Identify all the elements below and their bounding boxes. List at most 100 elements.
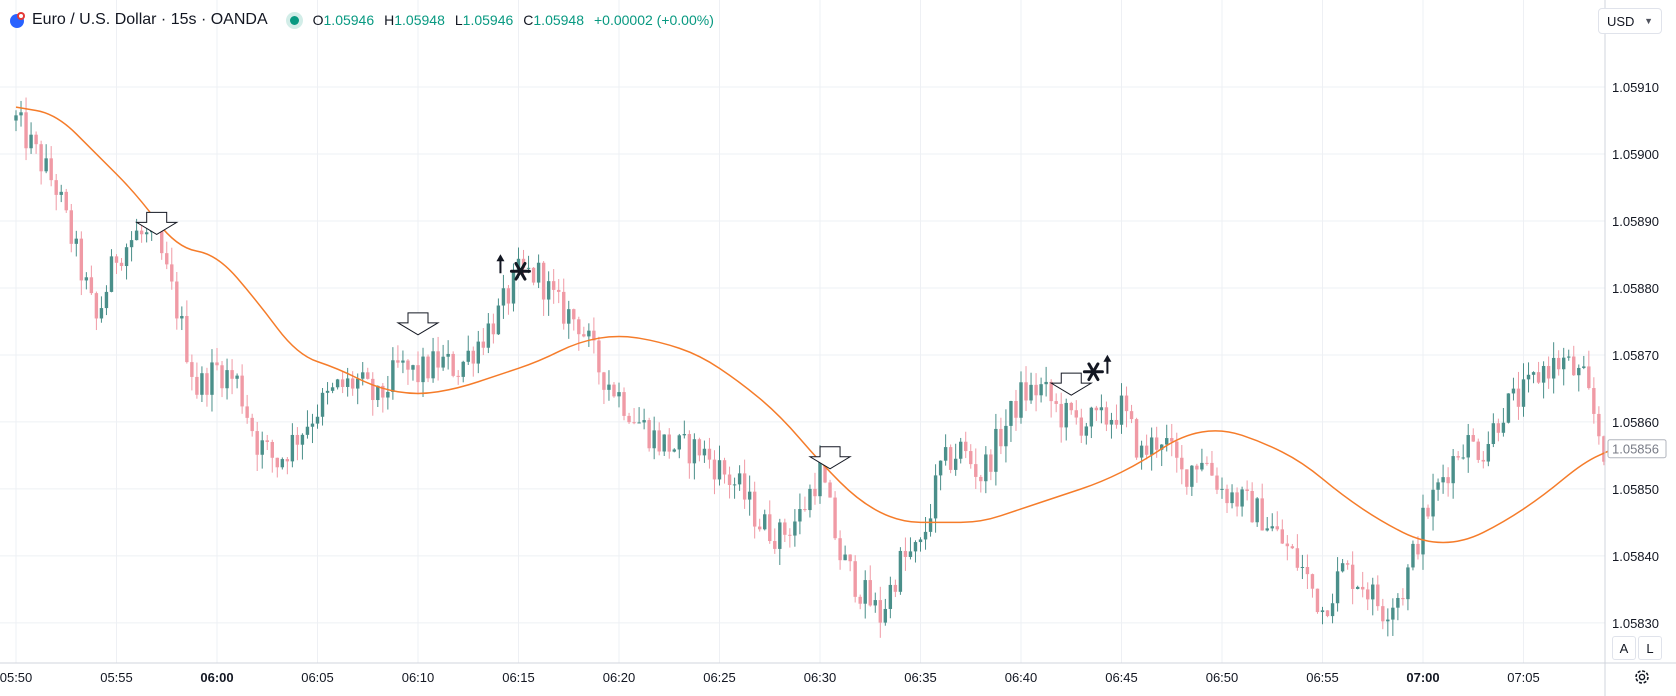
candle-body bbox=[89, 277, 94, 294]
candle-body bbox=[124, 247, 129, 267]
candle bbox=[1315, 588, 1320, 614]
candle bbox=[426, 354, 430, 383]
candle-body bbox=[29, 134, 33, 149]
candle bbox=[1144, 434, 1149, 460]
candle bbox=[1441, 464, 1445, 494]
x-tick-label: 06:10 bbox=[402, 670, 435, 685]
candle bbox=[1180, 445, 1184, 485]
candle-body bbox=[773, 541, 777, 549]
candle-body bbox=[1471, 435, 1475, 442]
candle-body bbox=[697, 439, 702, 456]
candle-body bbox=[1602, 436, 1606, 462]
candle-body bbox=[1496, 423, 1501, 433]
log-scale-button[interactable]: L bbox=[1638, 636, 1662, 660]
candle bbox=[1019, 371, 1023, 424]
candle-body bbox=[1265, 528, 1269, 531]
candle bbox=[627, 412, 631, 424]
candle-body bbox=[431, 351, 435, 379]
low-label: L bbox=[454, 12, 463, 28]
candle bbox=[59, 184, 63, 203]
annotations-layer[interactable] bbox=[134, 211, 1112, 470]
candle-body bbox=[1054, 401, 1058, 404]
candle bbox=[607, 370, 611, 401]
candle bbox=[1461, 444, 1465, 460]
candle-body bbox=[371, 378, 375, 401]
candle bbox=[129, 231, 134, 262]
candle bbox=[491, 313, 496, 344]
x-tick-label: 06:05 bbox=[301, 670, 334, 685]
candle bbox=[99, 296, 104, 323]
candle-body bbox=[1310, 574, 1315, 589]
candle bbox=[1200, 448, 1204, 472]
candle-body bbox=[612, 384, 616, 397]
down-arrow-icon[interactable] bbox=[1049, 372, 1094, 396]
candle bbox=[310, 413, 315, 444]
down-arrow-icon[interactable] bbox=[134, 211, 179, 235]
candle-body bbox=[335, 379, 340, 388]
candle-body bbox=[979, 476, 983, 482]
candle bbox=[1205, 456, 1209, 466]
candle-body bbox=[567, 309, 571, 324]
candle-body bbox=[1421, 507, 1425, 555]
candle bbox=[768, 500, 772, 544]
y-tick-label: 1.05840 bbox=[1612, 549, 1659, 564]
symbol-title[interactable]: Euro / U.S. Dollar · 15s · OANDA bbox=[32, 11, 268, 28]
candle-body bbox=[350, 378, 355, 389]
candle-body bbox=[712, 459, 717, 480]
candle bbox=[1220, 477, 1224, 499]
candle-body bbox=[717, 460, 722, 480]
candle-body bbox=[476, 341, 480, 364]
candle-body bbox=[421, 356, 425, 383]
candle bbox=[1149, 427, 1154, 471]
candle-body bbox=[592, 330, 596, 341]
candle bbox=[315, 404, 320, 429]
candle bbox=[441, 344, 445, 371]
candle-body bbox=[1139, 445, 1144, 458]
candle bbox=[1582, 355, 1586, 370]
candle-body bbox=[64, 191, 68, 211]
candle bbox=[1446, 467, 1450, 497]
down-arrow-icon[interactable] bbox=[396, 312, 440, 336]
candle-body bbox=[1149, 437, 1154, 455]
candle-body bbox=[1034, 384, 1038, 396]
candle-body bbox=[1572, 356, 1576, 376]
star-arrow-icon[interactable] bbox=[496, 254, 531, 281]
candle-body bbox=[54, 180, 58, 195]
last-price-label: 1.05856 bbox=[1612, 442, 1659, 457]
star-stroke bbox=[1087, 362, 1100, 382]
candle bbox=[848, 554, 852, 572]
down-arrow-shape bbox=[808, 446, 852, 470]
candle bbox=[501, 274, 506, 319]
candle bbox=[1225, 484, 1229, 513]
candle bbox=[406, 359, 410, 385]
star-arrow-icon[interactable] bbox=[1082, 354, 1112, 382]
candle bbox=[541, 261, 546, 316]
y-tick-label: 1.05830 bbox=[1612, 616, 1659, 631]
auto-scale-button[interactable]: A bbox=[1612, 636, 1636, 660]
candle bbox=[1185, 469, 1189, 495]
candle bbox=[793, 509, 797, 547]
candle-body bbox=[1416, 543, 1420, 555]
candle bbox=[1064, 398, 1068, 441]
candle bbox=[1089, 406, 1094, 439]
currency-dropdown[interactable]: USD ▼ bbox=[1598, 8, 1662, 34]
candle-body bbox=[456, 375, 460, 377]
down-arrow-icon[interactable] bbox=[808, 446, 852, 470]
candle bbox=[1416, 536, 1420, 560]
candle-body bbox=[878, 600, 882, 623]
candle-body bbox=[888, 584, 893, 609]
x-tick-label: 05:55 bbox=[100, 670, 133, 685]
candle-body bbox=[1381, 606, 1385, 622]
gear-icon[interactable] bbox=[1632, 667, 1652, 687]
candle-body bbox=[1270, 526, 1274, 529]
high-value: 1.05948 bbox=[394, 12, 445, 28]
candles-layer[interactable] bbox=[14, 97, 1606, 638]
candle bbox=[1124, 386, 1129, 428]
candle bbox=[1521, 363, 1526, 417]
candle-body bbox=[1295, 548, 1300, 568]
candle bbox=[1577, 364, 1581, 392]
candle bbox=[34, 131, 38, 154]
